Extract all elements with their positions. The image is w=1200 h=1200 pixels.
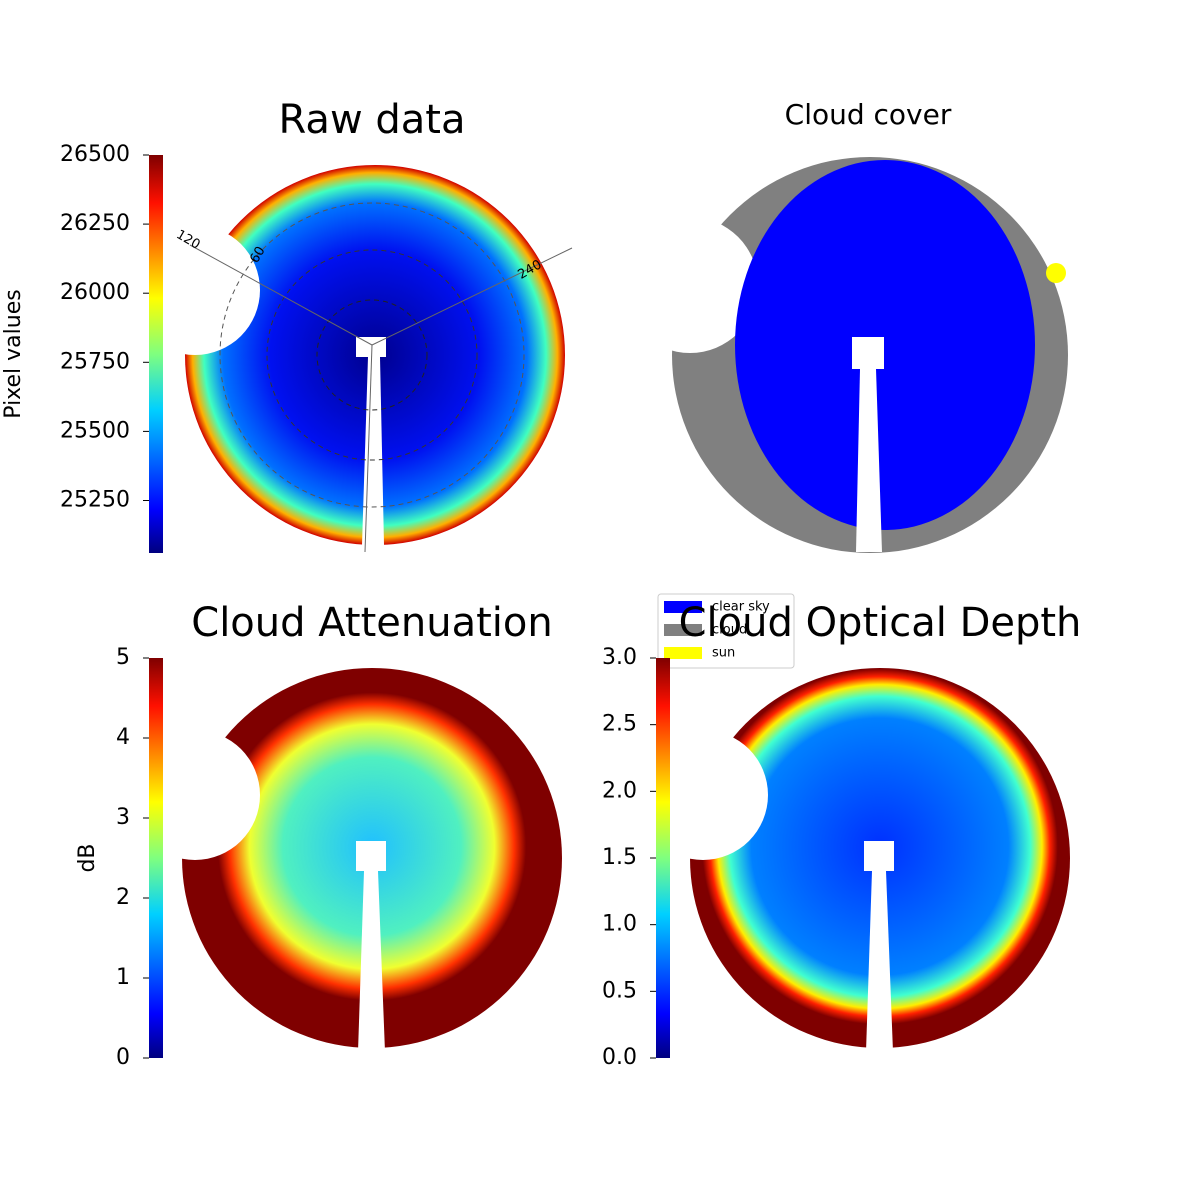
raw-image bbox=[130, 165, 573, 553]
legend-swatch bbox=[664, 601, 702, 613]
colorbar-tick-label: 26250 bbox=[60, 211, 130, 236]
colorbar-tick-label: 2 bbox=[116, 885, 130, 910]
colorbar-tick-label: 25250 bbox=[60, 487, 130, 512]
attenuation-image bbox=[130, 668, 562, 1052]
polar-label: 60 bbox=[247, 244, 268, 266]
colorbar-tick-label: 0.0 bbox=[602, 1045, 637, 1070]
legend-label: sun bbox=[712, 646, 735, 661]
colorbar-tick-label: 1.0 bbox=[602, 912, 637, 937]
colorbar-tick-label: 2.5 bbox=[602, 712, 637, 737]
colorbar-tick-label: 0.5 bbox=[602, 978, 637, 1003]
optical-depth-image bbox=[638, 668, 1070, 1052]
colorbar-tick-label: 3 bbox=[116, 805, 130, 830]
colorbar-tick-label: 26500 bbox=[60, 142, 130, 167]
panel-title: Cloud Attenuation bbox=[191, 600, 552, 646]
colorbar-tick-label: 25500 bbox=[60, 418, 130, 443]
colorbar-tick-label: 1 bbox=[116, 965, 130, 990]
legend-label: clear sky bbox=[712, 600, 770, 615]
colorbar-label: Pixel values bbox=[1, 289, 26, 418]
colorbar-label: dB bbox=[75, 843, 100, 872]
colorbar-tick-label: 5 bbox=[116, 645, 130, 670]
colorbar-tick-label: 4 bbox=[116, 725, 130, 750]
panel-title: Cloud cover bbox=[785, 98, 952, 131]
colorbar bbox=[149, 155, 163, 553]
legend-label: cloud bbox=[712, 623, 747, 638]
colorbar bbox=[656, 658, 670, 1058]
colorbar-tick-label: 26000 bbox=[60, 280, 130, 305]
colorbar-tick-label: 0 bbox=[116, 1045, 130, 1070]
panel-title: Raw data bbox=[279, 97, 466, 143]
colorbar-tick-label: 25750 bbox=[60, 349, 130, 374]
colorbar bbox=[149, 658, 163, 1058]
legend-swatch bbox=[664, 624, 702, 636]
legend-swatch bbox=[664, 647, 702, 659]
panel-title: Cloud Optical Depth bbox=[679, 600, 1082, 646]
colorbar-tick-label: 2.0 bbox=[602, 778, 637, 803]
colorbar-tick-label: 1.5 bbox=[602, 845, 637, 870]
cloud-cover-image bbox=[622, 157, 1068, 553]
colorbar-tick-label: 3.0 bbox=[602, 645, 637, 670]
